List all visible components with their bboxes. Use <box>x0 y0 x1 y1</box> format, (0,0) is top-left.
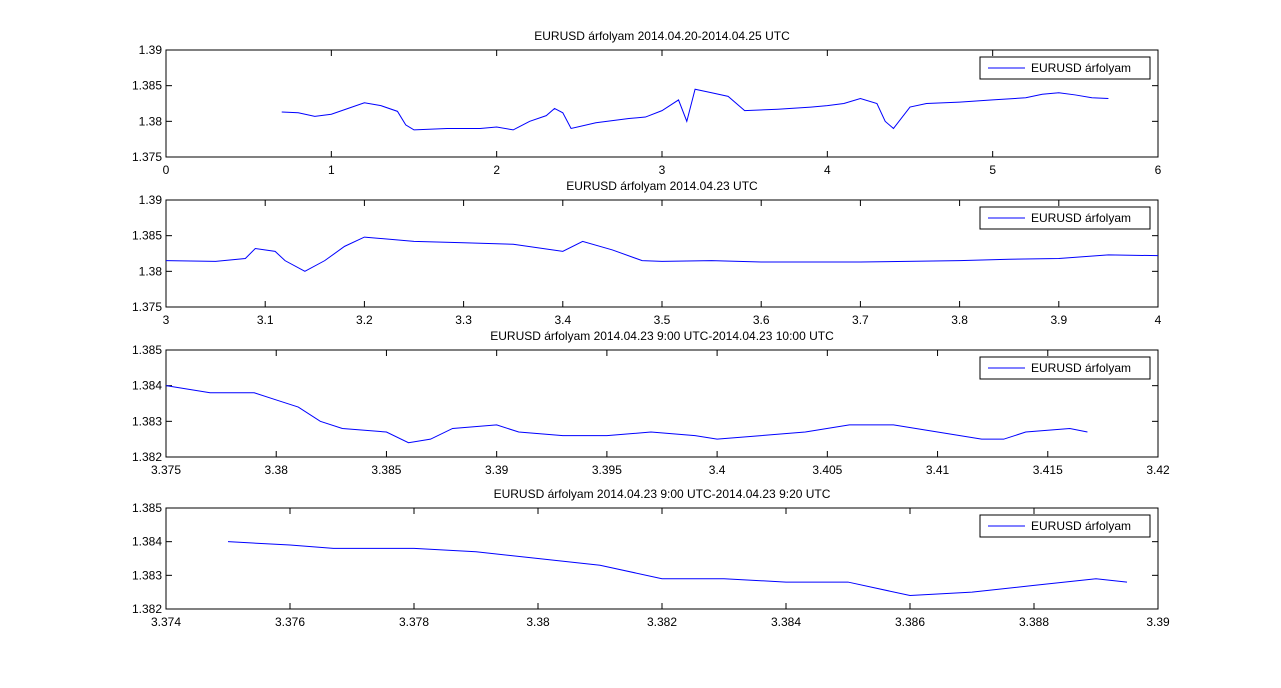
x-tick-label: 3.41 <box>926 463 950 477</box>
y-tick-label: 1.39 <box>139 43 163 57</box>
x-tick-label: 3.1 <box>257 313 274 327</box>
subplot: EURUSD árfolyam 2014.04.20-2014.04.25 UT… <box>132 29 1162 177</box>
x-tick-label: 3.7 <box>852 313 869 327</box>
x-tick-label: 0 <box>163 163 170 177</box>
y-tick-label: 1.383 <box>132 568 162 582</box>
subplot: EURUSD árfolyam 2014.04.23 UTC 3 3.1 3.2 3.3… <box>132 179 1162 327</box>
legend-box <box>979 356 1151 380</box>
subplot: EURUSD árfolyam 2014.04.23 9:00 UTC-2014… <box>132 329 1170 477</box>
y-tick-label: 1.385 <box>132 501 162 515</box>
x-tick-label: 3.38 <box>265 463 289 477</box>
y-tick-label: 1.38 <box>139 114 163 128</box>
legend-box <box>979 56 1151 80</box>
data-line <box>165 236 1159 272</box>
y-tick-label: 1.382 <box>132 602 162 616</box>
x-tick-label: 3.6 <box>753 313 770 327</box>
y-tick-label: 1.38 <box>139 264 163 278</box>
x-tick-label: 3.4 <box>554 313 571 327</box>
data-line <box>281 88 1109 131</box>
chart-title: EURUSD árfolyam 2014.04.23 UTC <box>566 179 758 193</box>
x-tick-label: 3.374 <box>151 615 181 629</box>
x-tick-label: 3.42 <box>1146 463 1170 477</box>
x-tick-label: 3.5 <box>654 313 671 327</box>
y-tick-label: 1.385 <box>132 79 162 93</box>
legend-label: EURUSD árfolyam <box>1031 61 1131 75</box>
legend-box <box>979 206 1151 230</box>
y-tick-label: 1.384 <box>132 379 162 393</box>
data-line <box>165 385 1088 444</box>
y-tick-label: 1.385 <box>132 343 162 357</box>
x-tick-label: 3.2 <box>356 313 373 327</box>
x-tick-label: 3.8 <box>951 313 968 327</box>
x-tick-label: 3.405 <box>812 463 842 477</box>
x-tick-label: 3.39 <box>485 463 509 477</box>
x-tick-label: 3.382 <box>647 615 677 629</box>
x-tick-label: 3.375 <box>151 463 181 477</box>
x-tick-label: 3.9 <box>1050 313 1067 327</box>
x-tick-label: 2 <box>493 163 500 177</box>
chart-title: EURUSD árfolyam 2014.04.23 9:00 UTC-2014… <box>494 487 831 501</box>
x-tick-label: 3.378 <box>399 615 429 629</box>
x-tick-label: 3.376 <box>275 615 305 629</box>
legend-label: EURUSD árfolyam <box>1031 519 1131 533</box>
chart-title: EURUSD árfolyam 2014.04.20-2014.04.25 UT… <box>534 29 790 43</box>
x-tick-label: 3.38 <box>526 615 550 629</box>
x-tick-label: 4 <box>1155 313 1162 327</box>
x-tick-label: 3.415 <box>1033 463 1063 477</box>
subplot: EURUSD árfolyam 2014.04.23 9:00 UTC-2014… <box>132 487 1170 629</box>
chart-title: EURUSD árfolyam 2014.04.23 9:00 UTC-2014… <box>490 329 834 343</box>
x-tick-label: 3 <box>163 313 170 327</box>
y-tick-label: 1.375 <box>132 150 162 164</box>
y-tick-label: 1.385 <box>132 229 162 243</box>
x-tick-label: 3.39 <box>1146 615 1170 629</box>
legend-label: EURUSD árfolyam <box>1031 211 1131 225</box>
x-tick-label: 3.3 <box>455 313 472 327</box>
x-tick-label: 3.4 <box>709 463 726 477</box>
y-tick-label: 1.384 <box>132 535 162 549</box>
y-tick-label: 1.382 <box>132 450 162 464</box>
data-line <box>227 541 1128 597</box>
x-tick-label: 3.395 <box>592 463 622 477</box>
x-tick-label: 4 <box>824 163 831 177</box>
x-tick-label: 6 <box>1155 163 1162 177</box>
y-tick-label: 1.383 <box>132 414 162 428</box>
x-tick-label: 3.386 <box>895 615 925 629</box>
x-tick-label: 5 <box>989 163 996 177</box>
x-tick-label: 3.384 <box>771 615 801 629</box>
legend-box <box>979 514 1151 538</box>
x-tick-label: 3 <box>659 163 666 177</box>
legend-label: EURUSD árfolyam <box>1031 361 1131 375</box>
x-tick-label: 3.388 <box>1019 615 1049 629</box>
y-tick-label: 1.375 <box>132 300 162 314</box>
x-tick-label: 3.385 <box>371 463 401 477</box>
x-tick-label: 1 <box>328 163 335 177</box>
y-tick-label: 1.39 <box>139 193 163 207</box>
